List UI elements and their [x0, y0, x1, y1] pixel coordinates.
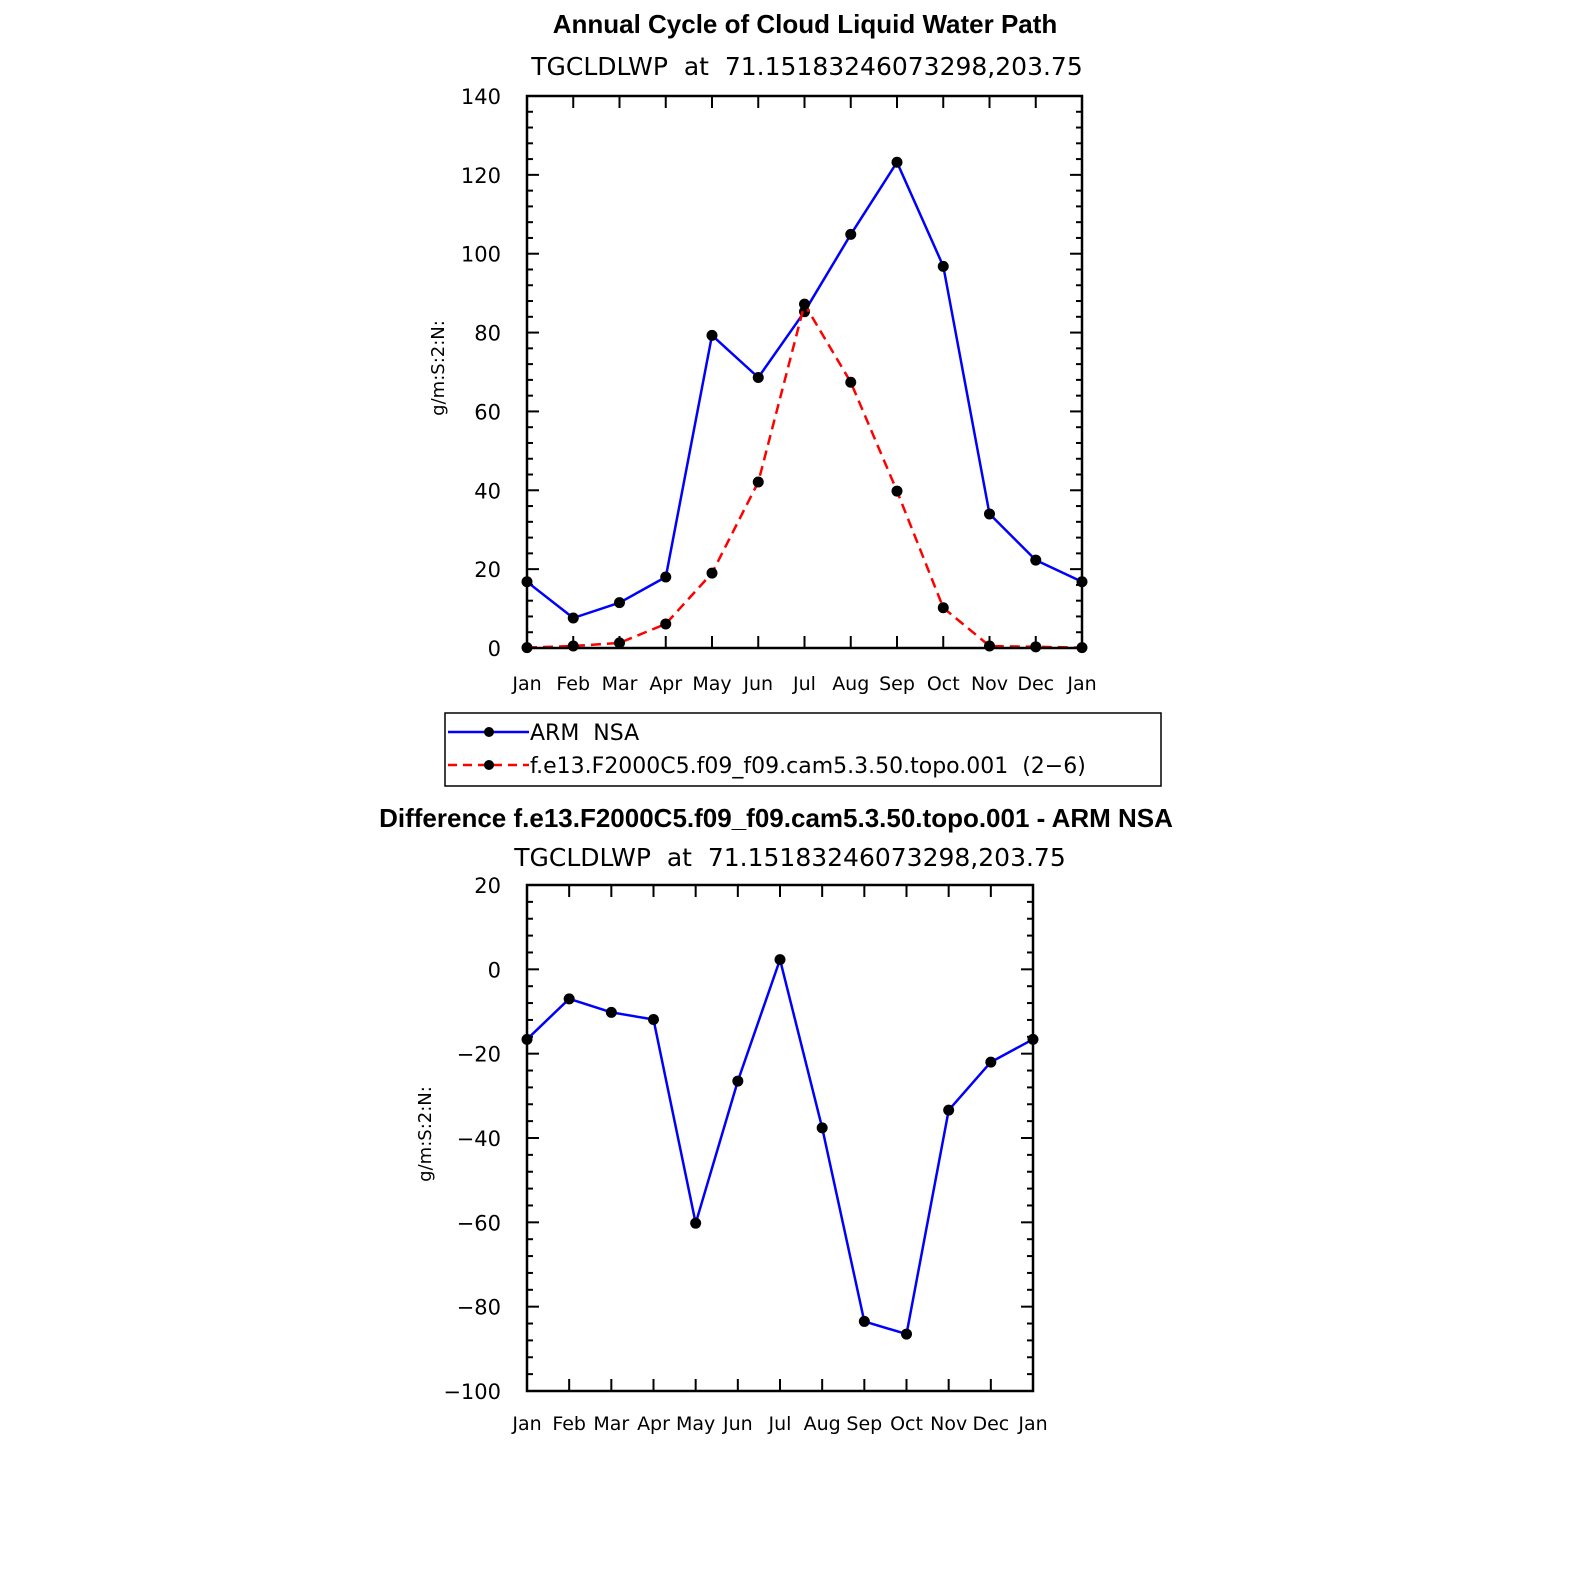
chart1-ytick-label: 100	[461, 243, 501, 267]
chart1-series-1-point	[891, 485, 903, 497]
chart1-xtick-label: Oct	[927, 673, 960, 695]
chart1-plot: 0 20 40 60 80 100 120 140 Jan Feb Mar Apr May Jun Jul A…	[461, 85, 1097, 695]
chart2-subtitle: TGCLDLWP at 71.15183246073298,203.75	[513, 843, 1065, 872]
chart1-legend: ARM NSA f.e13.F2000C5.f09_f09.cam5.3.50.…	[444, 712, 1162, 787]
chart1-xtick-label: Jan	[1066, 673, 1096, 695]
chart1-series-1-point	[937, 602, 949, 614]
chart1-series-0-point	[1030, 554, 1042, 566]
chart1-series-0-point	[984, 508, 995, 520]
chart2-series-0-point	[563, 993, 575, 1005]
chart1-ytick-label: 140	[461, 85, 501, 109]
chart2-xtick-label: Jul	[768, 1413, 792, 1435]
chart2-xtick-label: Apr	[637, 1413, 670, 1435]
chart1-series-line-0	[526, 160, 1083, 620]
chart1-series-0-point	[845, 228, 857, 240]
chart2-xtick-label: Jan	[511, 1413, 541, 1435]
chart2-plot: −100 −80 −60 −40 −20 0 20 Jan Feb Mar Apr May Jun Jul…	[443, 874, 1047, 1435]
chart1-series-1-point	[752, 476, 764, 488]
chart2-ytick-label: −100	[443, 1380, 501, 1404]
chart1-xtick-label: Dec	[1017, 673, 1054, 695]
legend-label-arm-nsa: ARM NSA	[530, 721, 639, 746]
chart2-series-0-point	[858, 1315, 870, 1327]
chart1-xtick-label: Jan	[511, 673, 541, 695]
chart1-xtick-label: Apr	[649, 673, 682, 695]
chart2-ylabel: g/m:S:2:N:	[415, 1086, 436, 1182]
chart2-series-line-0	[526, 958, 1034, 1336]
chart1-series-0-point	[891, 156, 903, 168]
chart2-xtick-label: Nov	[930, 1413, 967, 1435]
chart1-subtitle: TGCLDLWP at 71.15183246073298,203.75	[530, 52, 1082, 81]
chart2-series-0-point	[774, 954, 786, 966]
chart2-series-0-point	[648, 1014, 659, 1026]
chart2-xtick-label: Aug	[804, 1413, 841, 1435]
chart1-xtick-label: Jul	[792, 673, 816, 695]
chart1-series-1-point	[706, 567, 718, 579]
chart1-series-1-point	[984, 640, 995, 652]
chart2-ytick-label: 20	[474, 874, 501, 898]
chart1-ytick-label: 40	[474, 479, 501, 503]
chart2-series-0-point	[690, 1217, 702, 1229]
chart2-series-0-point	[732, 1075, 744, 1087]
chart2-xtick-label: May	[676, 1413, 715, 1435]
chart1-series-1-point	[567, 640, 579, 652]
chart2-xtick-label: Jan	[1017, 1413, 1047, 1435]
chart1-series-1-point	[660, 618, 672, 630]
chart2-series-0-point	[816, 1122, 828, 1134]
chart2-frame	[525, 883, 1035, 1393]
chart1-series-1-point	[799, 298, 810, 310]
chart1-series-line-1	[526, 302, 1083, 649]
chart1-xtick-label: Feb	[556, 673, 590, 695]
chart2-series-0-point	[901, 1328, 912, 1340]
legend-marker-arm-nsa	[484, 727, 494, 737]
legend-label-model: f.e13.F2000C5.f09_f09.cam5.3.50.topo.001…	[530, 754, 1086, 779]
chart1-series-0-point	[614, 597, 625, 609]
chart1-xtick-label: Mar	[602, 673, 638, 695]
chart2-xtick-label: Jun	[722, 1413, 753, 1435]
chart1-series-1-point	[845, 376, 857, 388]
legend-box	[444, 712, 1162, 787]
chart1-series-0-point	[567, 612, 579, 624]
chart2-series-0-point	[605, 1006, 617, 1018]
chart1-xtick-label: Aug	[832, 673, 869, 695]
chart2-ytick-label: −80	[457, 1296, 501, 1320]
chart2-ytick-label: −20	[457, 1043, 501, 1067]
chart1-title: Annual Cycle of Cloud Liquid Water Path	[553, 9, 1058, 39]
chart1-series-0-point	[706, 329, 718, 341]
chart2-series-0-point	[985, 1056, 997, 1068]
chart2-xtick-label: Dec	[972, 1413, 1009, 1435]
chart1-ytick-label: 80	[474, 322, 501, 346]
chart2-xtick-label: Feb	[552, 1413, 586, 1435]
chart1-frame	[525, 94, 1084, 650]
chart2-xtick-label: Sep	[846, 1413, 882, 1435]
chart1-ytick-label: 120	[461, 164, 501, 188]
chart2-ytick-label: 0	[488, 958, 501, 982]
chart1-xtick-label: May	[692, 673, 731, 695]
chart1-xtick-label: Nov	[971, 673, 1008, 695]
legend-marker-model	[484, 760, 494, 770]
chart1-series-0-point	[937, 260, 949, 272]
chart2-title: Difference f.e13.F2000C5.f09_f09.cam5.3.…	[379, 803, 1173, 833]
chart1-series-0-point	[660, 571, 672, 583]
chart1-ytick-label: 20	[474, 558, 501, 582]
chart2-xtick-label: Mar	[593, 1413, 629, 1435]
chart2-ytick-label: −40	[457, 1127, 501, 1151]
chart1-xtick-label: Jun	[742, 673, 773, 695]
chart2-series-0-point	[943, 1104, 955, 1116]
chart2-ytick-label: −60	[457, 1211, 501, 1235]
chart1-xtick-label: Sep	[879, 673, 915, 695]
chart1-series-1-point	[614, 637, 625, 649]
chart1-series-0-point	[752, 372, 764, 384]
chart2-xtick-label: Oct	[890, 1413, 923, 1435]
chart1-ytick-label: 0	[488, 637, 501, 661]
chart1-ytick-label: 60	[474, 400, 501, 424]
chart1-ylabel: g/m:S:2:N:	[428, 320, 449, 416]
